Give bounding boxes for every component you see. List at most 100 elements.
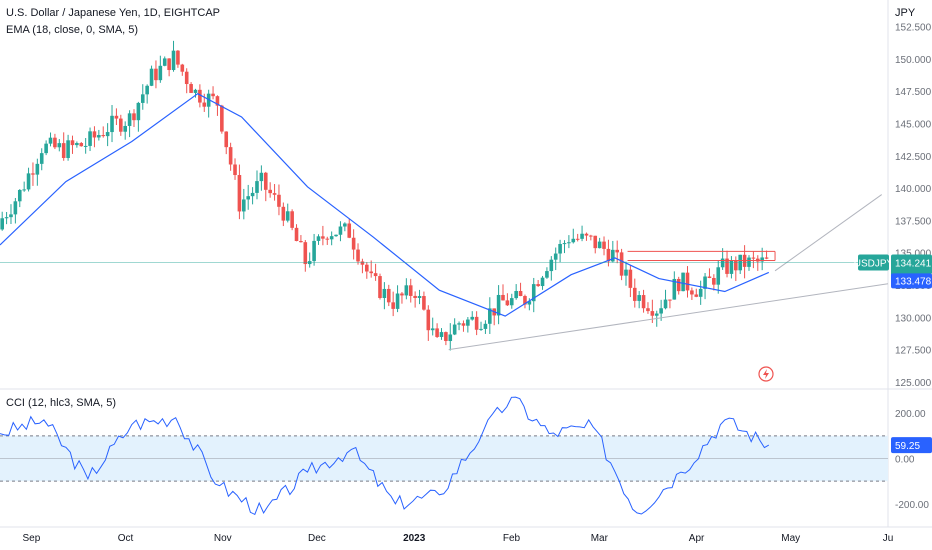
candle-body [110, 115, 114, 133]
candle-body [119, 118, 123, 132]
candle-body [628, 269, 633, 288]
candle-body [558, 243, 562, 254]
candle-body [707, 276, 712, 278]
candle-body [250, 192, 255, 197]
candle-body [422, 296, 426, 310]
candle-body [518, 291, 523, 297]
candle-body [75, 143, 79, 146]
candle-body [215, 96, 220, 106]
candle-body [105, 132, 110, 137]
candle-body [523, 296, 527, 305]
candle-body [483, 323, 488, 329]
candle-body [514, 291, 518, 299]
candle-body [224, 131, 229, 148]
time-axis-label: Sep [22, 533, 40, 544]
candle-body [575, 238, 580, 240]
candle-body [650, 311, 655, 316]
ema-value-tag: 133.478 [895, 276, 932, 287]
candle-body [263, 172, 268, 190]
candle-body [334, 234, 338, 237]
candle-body [531, 284, 536, 302]
candle-body [382, 288, 387, 298]
candle-body [48, 137, 53, 144]
price-tick-label: 130.000 [895, 313, 932, 324]
candle-body [584, 233, 589, 236]
ema-indicator-label[interactable]: EMA (18, close, 0, SMA, 5) [6, 24, 139, 36]
price-tick-label: 150.000 [895, 55, 932, 66]
candle-body [426, 309, 431, 331]
candle-body [92, 131, 97, 138]
candle-body [83, 145, 88, 147]
time-axis-label: Mar [591, 533, 609, 544]
candle-body [246, 196, 251, 200]
candle-body [488, 308, 492, 324]
candle-body [378, 276, 382, 298]
candle-body [360, 261, 365, 265]
candle-body [57, 143, 62, 148]
candle-body [66, 140, 70, 158]
time-axis-label: Apr [689, 533, 705, 544]
candle-body [597, 241, 602, 249]
candle-body [663, 299, 668, 309]
price-tick-label: 147.500 [895, 87, 932, 98]
candle-body [545, 271, 549, 278]
candle-body [444, 332, 448, 342]
candle-body [764, 257, 769, 259]
candle-body [466, 319, 470, 326]
candle-body [26, 173, 31, 190]
ema-tag-bg [891, 273, 932, 289]
candle-body [470, 316, 475, 320]
candle-body [641, 295, 646, 309]
candle-body [31, 173, 35, 175]
candle-body [277, 194, 281, 207]
candle-body [35, 163, 40, 175]
support-trendline [448, 283, 889, 351]
candle-body [611, 249, 615, 262]
candle-body [606, 248, 611, 262]
cci-indicator-label[interactable]: CCI (12, hlc3, SMA, 5) [6, 397, 117, 409]
candle-body [694, 294, 699, 297]
candle-body [162, 58, 167, 66]
candle-body [391, 302, 395, 309]
candle-body [725, 258, 729, 274]
candle-body [751, 257, 756, 259]
candle-body [615, 249, 620, 253]
time-axis-label: Ju [883, 533, 894, 544]
event-flash-icon [758, 366, 774, 382]
candle-body [299, 241, 303, 243]
candle-body [228, 147, 233, 165]
price-tick-label: 127.500 [895, 346, 932, 357]
candle-body [395, 293, 400, 309]
candle-body [413, 295, 417, 298]
candle-body [501, 294, 505, 301]
rising-trendline [774, 194, 883, 272]
candle-body [39, 153, 44, 164]
candle-body [101, 135, 106, 137]
candle-body [184, 71, 189, 85]
candle-body [571, 238, 576, 243]
candle-body [716, 267, 721, 285]
candle-body [220, 105, 224, 132]
candle-body [589, 235, 593, 237]
cci-tick-label: -200.00 [895, 500, 929, 511]
candle-body [404, 285, 409, 296]
candle-body [242, 199, 246, 212]
candle-body [44, 143, 48, 154]
candle-body [176, 50, 180, 65]
candle-body [676, 278, 681, 292]
candle-body [88, 131, 92, 146]
cci-value-tag: 59.25 [895, 441, 920, 452]
candle-body [703, 276, 707, 289]
candle-body [154, 68, 158, 81]
candle-body [193, 89, 198, 93]
candle-body [0, 218, 4, 230]
time-axis-label: May [781, 533, 800, 544]
currency-label: JPY [895, 7, 916, 19]
candle-body [97, 135, 101, 138]
candle-body [365, 264, 369, 272]
cci-tick-label: 200.00 [895, 409, 926, 420]
candle-body [268, 189, 272, 194]
candle-body [637, 295, 641, 301]
candle-body [237, 175, 242, 212]
